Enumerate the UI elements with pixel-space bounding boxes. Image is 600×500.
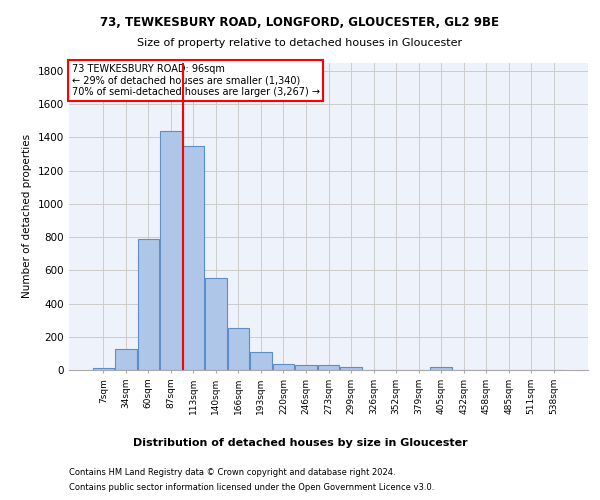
- Bar: [340, 366, 362, 370]
- Bar: [228, 328, 249, 370]
- Text: Size of property relative to detached houses in Gloucester: Size of property relative to detached ho…: [137, 38, 463, 48]
- Text: Distribution of detached houses by size in Gloucester: Distribution of detached houses by size …: [133, 438, 467, 448]
- Bar: [182, 146, 204, 370]
- Bar: [250, 352, 272, 370]
- Y-axis label: Number of detached properties: Number of detached properties: [22, 134, 32, 298]
- Bar: [430, 366, 452, 370]
- Bar: [160, 130, 182, 370]
- Bar: [137, 238, 159, 370]
- Text: 73 TEWKESBURY ROAD: 96sqm
← 29% of detached houses are smaller (1,340)
70% of se: 73 TEWKESBURY ROAD: 96sqm ← 29% of detac…: [71, 64, 320, 97]
- Bar: [273, 364, 294, 370]
- Text: Contains HM Land Registry data © Crown copyright and database right 2024.: Contains HM Land Registry data © Crown c…: [69, 468, 395, 477]
- Text: Contains public sector information licensed under the Open Government Licence v3: Contains public sector information licen…: [69, 483, 434, 492]
- Bar: [115, 349, 137, 370]
- Bar: [318, 365, 339, 370]
- Text: 73, TEWKESBURY ROAD, LONGFORD, GLOUCESTER, GL2 9BE: 73, TEWKESBURY ROAD, LONGFORD, GLOUCESTE…: [101, 16, 499, 29]
- Bar: [295, 365, 317, 370]
- Bar: [205, 278, 227, 370]
- Bar: [92, 368, 114, 370]
